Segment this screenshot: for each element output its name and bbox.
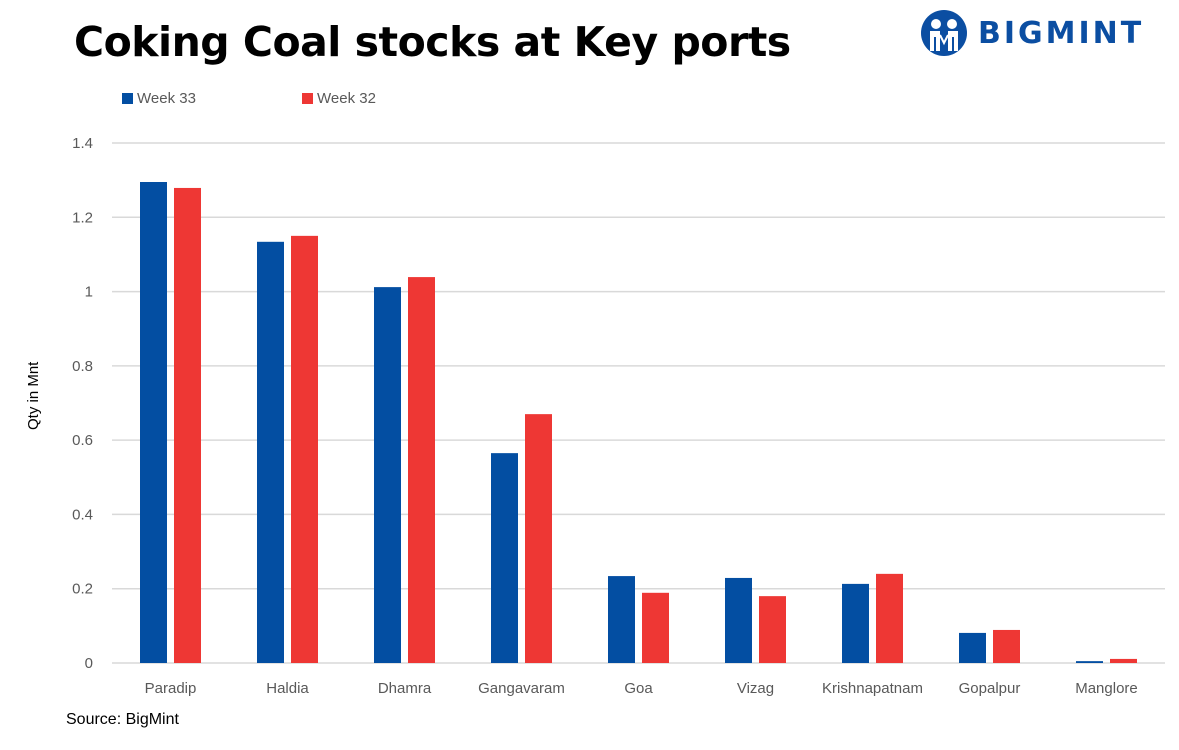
bigmint-people-icon (921, 10, 967, 56)
legend-label-week32: Week 32 (317, 90, 376, 107)
bar-week32 (525, 414, 552, 663)
bar-week33 (1076, 661, 1103, 663)
bar-week33 (374, 287, 401, 663)
chart-title: Coking Coal stocks at Key ports (74, 18, 791, 66)
y-tick-label: 1 (85, 284, 93, 301)
x-tick-label: Paradip (145, 680, 197, 697)
y-tick-label: 0 (85, 655, 93, 672)
x-tick-label: Vizag (737, 680, 774, 697)
y-tick-label: 0.6 (72, 432, 93, 449)
bar-week33 (257, 241, 284, 664)
y-tick-label: 0.8 (72, 358, 93, 375)
bar-week32 (408, 277, 435, 663)
bar-week33 (140, 182, 167, 663)
x-tick-label: Goa (624, 680, 653, 697)
legend-swatch-week32 (302, 93, 313, 104)
bar-week32 (642, 592, 669, 663)
logo-text: BIGMINT (978, 15, 1145, 51)
bar-week32 (876, 573, 903, 663)
bar-week33 (491, 453, 518, 663)
bar-week33 (842, 583, 869, 663)
legend-label-week33: Week 33 (137, 90, 196, 107)
bar-week32 (993, 629, 1020, 663)
legend-item-week32: Week 32 (302, 90, 376, 107)
bar-week33 (725, 577, 752, 663)
legend-item-week33: Week 33 (122, 90, 196, 107)
y-tick-label: 0.2 (72, 581, 93, 598)
x-tick-label: Gangavaram (478, 680, 565, 697)
bar-week33 (959, 632, 986, 663)
bar-week32 (759, 596, 786, 663)
y-tick-label: 1.2 (72, 209, 93, 226)
y-tick-label: 0.4 (72, 506, 93, 523)
bar-week33 (608, 576, 635, 663)
x-tick-label: Dhamra (378, 680, 432, 697)
x-tick-label: Gopalpur (959, 680, 1021, 697)
legend-swatch-week33 (122, 93, 133, 104)
bar-week32 (291, 235, 318, 663)
bar-week32 (174, 187, 201, 663)
x-tick-label: Krishnapatnam (822, 680, 923, 697)
y-tick-label: 1.4 (72, 135, 93, 152)
source-note: Source: BigMint (66, 711, 179, 728)
x-tick-label: Manglore (1075, 680, 1138, 697)
bigmint-logo: BIGMINT (920, 8, 1144, 58)
x-tick-label: Haldia (266, 680, 309, 697)
bar-week32 (1110, 658, 1137, 663)
